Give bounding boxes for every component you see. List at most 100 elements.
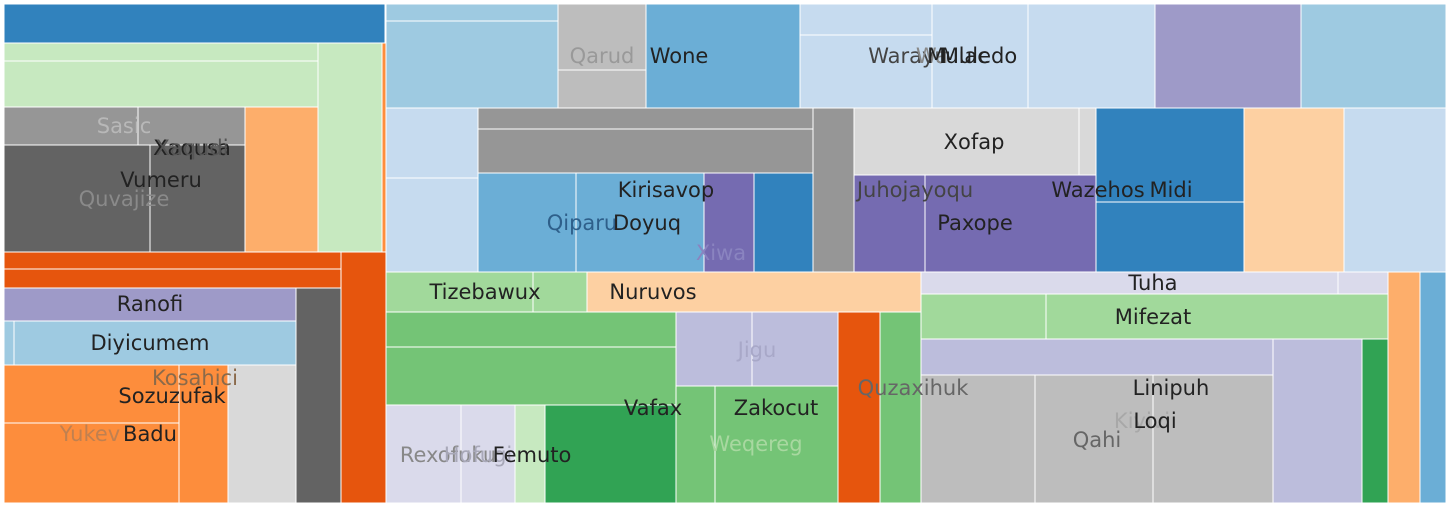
treemap-cell — [1343, 107, 1446, 273]
treemap-cell — [1027, 3, 1156, 109]
treemap-cell — [3, 268, 342, 289]
treemap-label: Wa — [916, 44, 948, 68]
treemap-cell — [575, 172, 705, 273]
treemap-label: Warayu — [868, 44, 948, 68]
treemap-cell — [1300, 3, 1446, 109]
treemap-label: Nuruvos — [609, 280, 696, 304]
treemap-label: Femuto — [493, 443, 572, 467]
treemap-cell — [703, 172, 755, 273]
treemap-label: Quzaxihuk — [858, 376, 970, 400]
treemap-label: Mulac — [927, 44, 989, 68]
treemap-label: Badu — [123, 422, 177, 446]
treemap-label: Tuha — [1127, 271, 1177, 295]
treemap-label: Muledo — [941, 44, 1017, 68]
treemap-cell — [244, 106, 319, 253]
treemap-cell — [586, 271, 922, 313]
treemap-cell — [753, 172, 814, 273]
treemap-cell — [385, 20, 559, 109]
treemap-label: Qarud — [570, 44, 635, 68]
treemap-cell — [1419, 271, 1446, 504]
treemap-label: Yukev — [59, 422, 121, 446]
treemap-cell — [799, 3, 933, 36]
treemap-label: Quvajize — [79, 187, 170, 211]
treemap-cell — [1154, 3, 1302, 109]
treemap-label: Wone — [650, 44, 709, 68]
treemap-label: Kiyivi — [1114, 409, 1170, 433]
treemap-cell — [340, 251, 387, 504]
treemap-label: Hofugi — [444, 443, 513, 467]
treemap-cell — [3, 60, 319, 108]
treemap-cell — [557, 3, 647, 71]
treemap-cell — [1387, 271, 1421, 504]
treemap-cell — [227, 364, 297, 504]
treemap-cell — [3, 106, 139, 146]
treemap-label: Weqereg — [709, 432, 802, 456]
treemap-label: Xofap — [944, 130, 1005, 154]
treemap-label: Midi — [1149, 178, 1192, 202]
treemap-cell — [3, 3, 386, 44]
treemap-cell — [3, 422, 180, 504]
treemap-cell — [477, 172, 577, 273]
treemap-cell — [385, 346, 677, 406]
treemap-label: Paxope — [937, 211, 1012, 235]
treemap-cell — [1095, 201, 1245, 273]
treemap-cell — [137, 106, 246, 146]
treemap-cell — [385, 404, 462, 504]
treemap-cell — [385, 311, 677, 348]
treemap-cell — [544, 404, 677, 504]
treemap-label: Sasic — [97, 114, 152, 138]
treemap-cell — [385, 271, 534, 313]
treemap-cell — [1034, 374, 1154, 504]
treemap-cell — [477, 128, 814, 174]
treemap-label: Kirisavop — [618, 178, 715, 202]
treemap-label: Qiparu — [547, 211, 618, 235]
treemap-cell — [1095, 107, 1245, 203]
treemap-label: Loqi — [1133, 409, 1176, 433]
treemap-cell — [460, 404, 516, 504]
treemap-cell — [385, 107, 479, 179]
treemap-label: Juhojayoqu — [855, 178, 973, 202]
treemap-label: Xiwa — [696, 241, 746, 265]
treemap-label: Jigu — [736, 338, 777, 362]
treemap-cell — [385, 3, 559, 22]
treemap-label: Ranofi — [117, 292, 183, 316]
treemap-cell — [714, 385, 839, 504]
treemap-cell — [3, 320, 15, 366]
treemap-label: Qahi — [1073, 428, 1122, 452]
treemap-label: Wazehos — [1051, 178, 1144, 202]
treemap-cell — [799, 34, 933, 109]
treemap-cell — [295, 287, 342, 504]
treemap-label: Tizebawux — [428, 280, 540, 304]
treemap-cell — [1152, 374, 1274, 504]
treemap-cell — [532, 271, 588, 313]
treemap-cell — [178, 364, 229, 504]
treemap-cell — [3, 42, 319, 62]
treemap-cell — [837, 311, 881, 504]
treemap-label: Diyicumem — [91, 331, 210, 355]
treemap-cell — [13, 320, 297, 366]
treemap-cell — [477, 107, 814, 130]
treemap-cell — [931, 3, 1029, 109]
treemap-cell — [751, 311, 839, 387]
treemap-label: Xaqusa — [153, 136, 231, 160]
treemap-cell — [385, 177, 479, 273]
treemap-cell — [381, 42, 387, 253]
treemap-label: Vumeru — [120, 168, 202, 192]
treemap-label: Doyuq — [613, 211, 681, 235]
treemap-cell — [853, 107, 1080, 176]
treemap-cell — [812, 107, 855, 273]
treemap-label: Xaqudi — [155, 136, 228, 160]
treemap-cell — [317, 42, 383, 253]
treemap-label: Vafax — [624, 396, 682, 420]
treemap-label: Linipuh — [1133, 376, 1210, 400]
treemap-label: Zakocut — [734, 396, 819, 420]
treemap-label: Kosahici — [152, 366, 238, 390]
treemap-cell — [853, 174, 926, 273]
treemap-label: Mifezat — [1115, 305, 1191, 329]
treemap-cell — [879, 311, 922, 504]
treemap-cell — [924, 174, 1097, 273]
treemap-cell — [557, 69, 647, 109]
treemap-cell — [1243, 107, 1345, 273]
treemap-cell — [1078, 107, 1097, 176]
